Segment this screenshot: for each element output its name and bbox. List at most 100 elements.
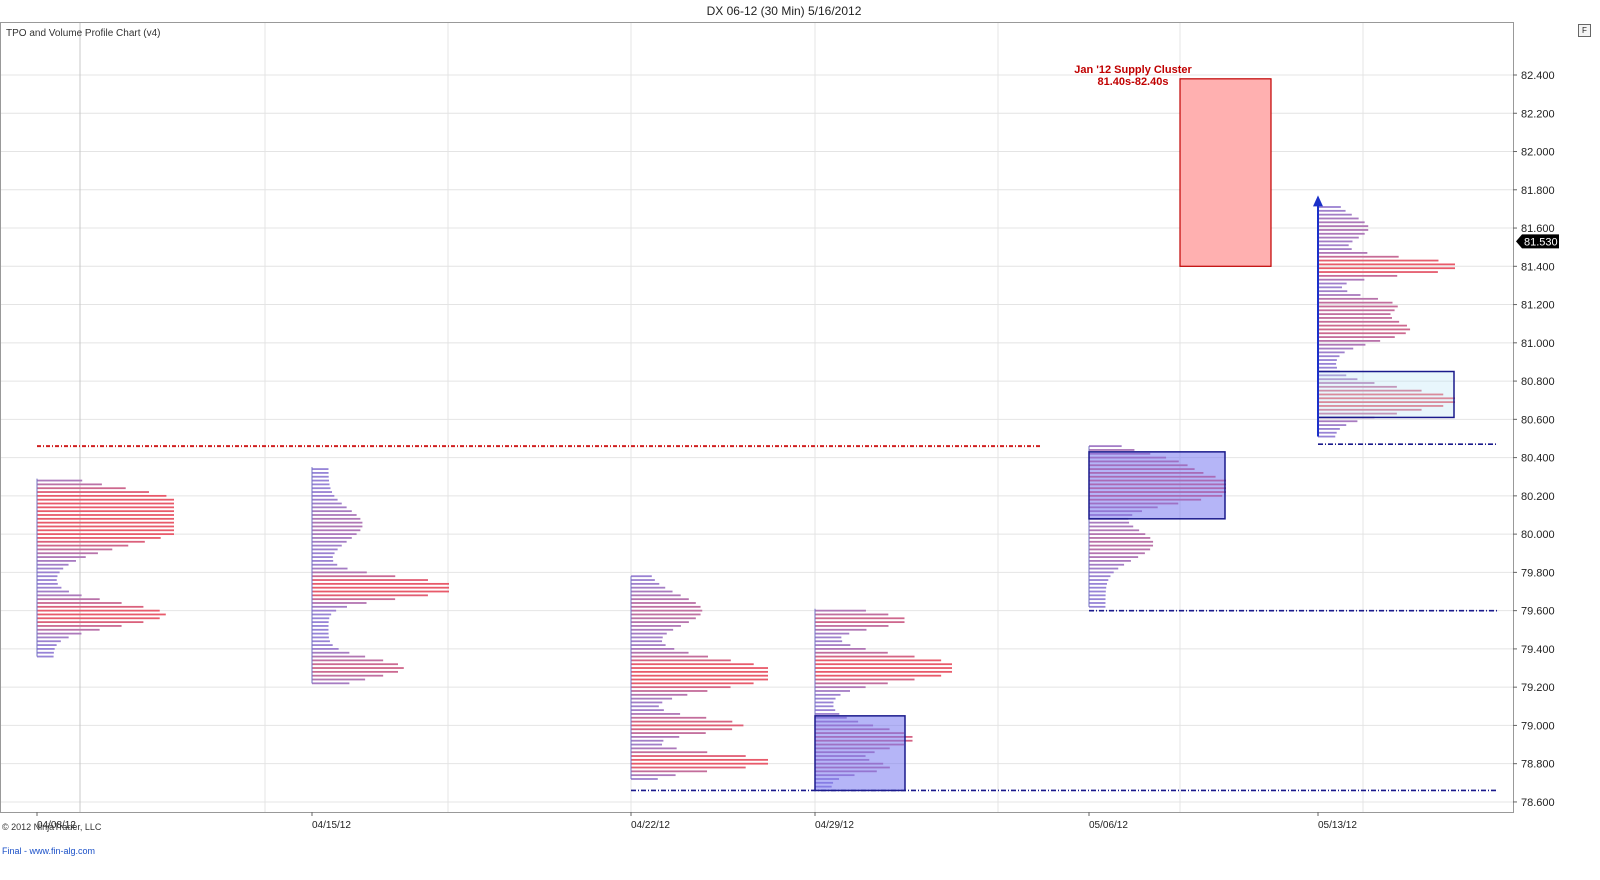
profile-bar <box>631 720 733 723</box>
profile-bar <box>312 540 347 543</box>
profile-bar <box>815 693 841 696</box>
profile-bar <box>631 709 664 712</box>
profile-bar <box>37 540 145 543</box>
profile-bar <box>312 670 398 673</box>
profile-bar <box>631 613 701 616</box>
y-tick-label: 82.200 <box>1521 108 1555 120</box>
profile-bar <box>1318 294 1361 296</box>
profile-bar <box>312 506 347 509</box>
x-tick-label: 05/13/12 <box>1318 820 1357 831</box>
profile-bar <box>815 697 836 700</box>
profile-bar <box>631 735 680 738</box>
profile-bar <box>1089 552 1145 555</box>
y-tick-label: 79.400 <box>1521 644 1555 656</box>
profile-bar <box>631 758 768 761</box>
profile-bar <box>1318 328 1411 331</box>
profile-bar <box>312 605 347 608</box>
y-tick-label: 80.200 <box>1521 491 1555 503</box>
profile-bar <box>312 525 363 528</box>
y-tick-label: 82.000 <box>1521 147 1555 159</box>
supply-label-line1: Jan '12 Supply Cluster <box>1074 63 1192 76</box>
profile-bar <box>1318 320 1400 323</box>
profile-bar <box>1318 389 1422 392</box>
profile-bar <box>37 575 58 578</box>
profile-bar <box>1089 548 1151 551</box>
y-tick-label: 81.200 <box>1521 300 1555 312</box>
profile-bar <box>631 602 696 604</box>
profile-bar <box>631 682 754 685</box>
profile-bar <box>631 678 768 681</box>
profile-bar <box>312 491 333 493</box>
profile-bar <box>631 705 659 708</box>
profile-bar <box>37 582 58 585</box>
profile-bar <box>631 724 744 727</box>
supply-zone <box>1179 78 1272 267</box>
profile-bar <box>631 579 655 581</box>
profile-bar <box>37 533 174 536</box>
profile-bar <box>37 494 167 497</box>
profile-bar <box>1318 366 1337 369</box>
profile-bar <box>37 487 126 490</box>
profile-bar <box>631 693 688 696</box>
footer-note[interactable]: Final - www.fin-alg.com <box>2 846 96 856</box>
profile-bar <box>631 621 689 624</box>
profile-bar <box>1089 590 1106 593</box>
profile-bar <box>1089 560 1131 562</box>
profile-bar <box>1318 274 1398 277</box>
profile-bar <box>1318 351 1345 354</box>
y-tick-label: 81.400 <box>1521 261 1555 273</box>
profile-bar <box>1089 567 1119 570</box>
y-tick-label: 82.400 <box>1521 70 1555 82</box>
profile-bar <box>312 655 366 658</box>
profile-bar <box>312 529 361 532</box>
profile-bar <box>312 571 367 574</box>
profile-bar <box>37 502 174 505</box>
profile-bar <box>37 514 174 516</box>
profile-bar <box>815 705 834 708</box>
profile-bar <box>312 483 330 486</box>
profile-bar <box>312 502 342 505</box>
profile-bar <box>312 498 338 501</box>
profile-bar <box>1318 221 1365 224</box>
profile-bar <box>631 713 681 715</box>
profile-bar <box>312 533 357 536</box>
profile-bar <box>1089 533 1146 536</box>
profile-bar <box>631 586 666 589</box>
profile-bar <box>1318 324 1407 327</box>
value-area-box <box>1088 451 1226 520</box>
profile-bar <box>312 640 330 643</box>
profile-bar <box>37 586 62 589</box>
profile-bar <box>1318 431 1337 434</box>
profile-bar <box>312 613 332 616</box>
profile-bar <box>1318 244 1349 247</box>
profile-bar <box>1089 521 1130 524</box>
profile-bar <box>1318 225 1369 228</box>
profile-bar <box>312 475 329 478</box>
profile-bar <box>631 670 768 673</box>
window-menu-button[interactable]: F <box>1578 24 1591 37</box>
last-price-tag <box>1516 234 1559 249</box>
supply-label-line2: 81.40s-82.40s <box>1097 75 1169 88</box>
profile-bar <box>815 701 834 704</box>
profile-bar <box>37 548 113 551</box>
profile-bar <box>37 552 98 555</box>
profile-bar <box>631 640 663 643</box>
profile-bar <box>312 544 342 547</box>
profile-bar <box>815 617 905 620</box>
profile-bar <box>1089 525 1134 528</box>
profile-bar <box>631 648 675 650</box>
profile-bar <box>312 609 337 612</box>
profile-bar <box>1318 428 1340 430</box>
profile-bar <box>37 590 69 593</box>
profile-bar <box>1089 579 1109 581</box>
profile-bar <box>1318 297 1378 300</box>
profile-bar <box>815 636 842 639</box>
profile-bar <box>312 667 404 669</box>
profile-bar <box>815 663 952 666</box>
profile-bar <box>1318 217 1359 220</box>
profile-bar <box>1089 449 1135 451</box>
profile-bar <box>1318 424 1347 426</box>
profile-bar <box>37 636 69 639</box>
y-tick-label: 78.600 <box>1521 797 1555 809</box>
